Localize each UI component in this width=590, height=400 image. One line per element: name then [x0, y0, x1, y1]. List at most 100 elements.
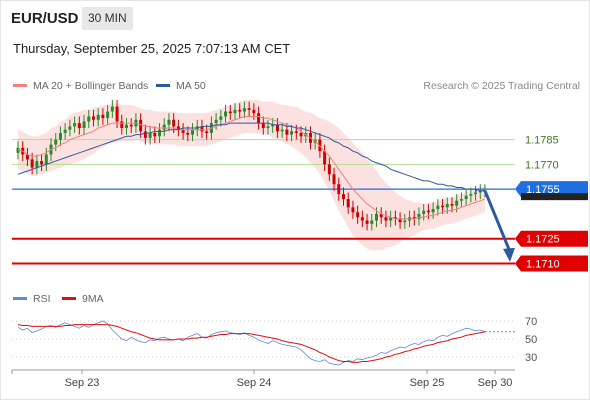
bollinger-band — [18, 99, 485, 251]
candle — [356, 205, 360, 224]
rsi-legend-swatch — [13, 297, 27, 300]
candle — [384, 210, 388, 228]
candle — [261, 116, 265, 135]
candle — [459, 192, 463, 208]
candle — [120, 114, 124, 135]
copyright-label: Research © 2025 Trading Central — [423, 80, 580, 92]
candle — [360, 210, 364, 228]
legend-ma20: MA 20 + Bollinger Bands — [13, 80, 148, 92]
candle — [205, 124, 209, 140]
forecast-arrow-head — [503, 247, 515, 262]
price-level-label: 1.1755 — [526, 184, 560, 196]
legend-ma20-label: MA 20 + Bollinger Bands — [33, 80, 149, 92]
candle — [252, 103, 256, 120]
legend-ma50-label: MA 50 — [176, 80, 206, 92]
candle — [478, 184, 482, 200]
forecast-arrow-shaft — [483, 190, 512, 253]
price-level-label: 1.1710 — [526, 258, 560, 270]
candle — [469, 187, 473, 203]
candle — [323, 144, 327, 171]
candle — [266, 119, 270, 135]
candle — [82, 114, 86, 135]
price-level-tag — [515, 230, 588, 247]
candle — [186, 126, 190, 142]
candle — [337, 177, 341, 201]
candle — [214, 113, 218, 130]
candle — [176, 119, 180, 137]
x-tick-label: Sep 23 — [65, 377, 100, 389]
ma20-line — [17, 115, 486, 220]
candle — [25, 147, 29, 167]
candle — [139, 113, 143, 138]
rsi-ma9-line — [17, 324, 486, 363]
rsi-tick-label: 50 — [525, 334, 537, 346]
candle — [332, 167, 336, 191]
candle — [271, 118, 275, 133]
candle — [294, 124, 298, 140]
ma9-legend-swatch — [62, 297, 76, 300]
candle — [403, 213, 407, 229]
candle — [257, 106, 261, 130]
candle — [181, 123, 185, 140]
interval-button[interactable]: 30 MIN — [82, 7, 133, 30]
candle — [242, 101, 246, 119]
candle — [441, 199, 445, 214]
x-tick-label: Sep 30 — [478, 377, 513, 389]
candle — [412, 210, 416, 226]
rsi-line — [17, 320, 486, 366]
x-axis: Sep 23 Sep 24 Sep 25 Sep 30 — [11, 369, 515, 389]
candle — [73, 116, 77, 133]
rsi-legend-label: RSI — [33, 293, 51, 305]
candle — [422, 204, 426, 221]
candle — [228, 104, 232, 120]
candle — [110, 99, 114, 119]
candle — [299, 126, 303, 143]
candle — [224, 104, 228, 124]
candle — [417, 207, 421, 226]
candle — [346, 192, 350, 214]
candle — [63, 123, 67, 140]
candle — [200, 119, 204, 138]
rsi-legend: RSI 9MA — [13, 293, 104, 305]
candle — [341, 187, 345, 206]
candle — [318, 132, 322, 158]
price-level-label: 1.1725 — [526, 234, 560, 246]
candle — [474, 185, 478, 201]
candle — [290, 124, 294, 142]
price-tag-shadow — [521, 193, 588, 201]
candle — [450, 197, 454, 213]
x-tick-label: Sep 25 — [410, 377, 445, 389]
candle — [101, 108, 105, 125]
symbol-label: EUR/USD — [11, 10, 79, 27]
candle — [91, 109, 95, 127]
candle — [58, 126, 62, 147]
rsi-tick-label: 30 — [525, 352, 537, 364]
candle — [44, 147, 48, 171]
candle — [431, 202, 435, 219]
candle — [68, 119, 72, 137]
candle — [219, 109, 223, 127]
price-level-label: 1.1785 — [525, 135, 559, 147]
candle — [77, 116, 81, 135]
datetime-label: Thursday, September 25, 2025 7:07:13 AM … — [13, 41, 291, 56]
price-level-labels: 1.1785 1.1770 1.1755 1.1725 1.1710 — [515, 135, 588, 272]
candle — [426, 204, 430, 219]
rsi-panel: 70 50 30 — [12, 316, 537, 366]
moving-averages — [17, 115, 486, 220]
x-tick-label: Sep 24 — [237, 377, 272, 389]
candle — [280, 123, 284, 138]
candle — [370, 213, 374, 231]
chart-header: EUR/USD 30 MIN — [0, 0, 590, 38]
forecast-arrow — [475, 190, 515, 262]
candle — [238, 103, 242, 119]
candle — [129, 118, 133, 133]
candle — [148, 126, 152, 145]
candle — [40, 154, 44, 171]
bollinger-band-area — [18, 99, 485, 251]
legend-ma50-swatch — [156, 83, 170, 87]
candle — [106, 104, 110, 125]
candle — [436, 199, 440, 216]
candle — [247, 101, 251, 117]
candle — [233, 103, 237, 120]
